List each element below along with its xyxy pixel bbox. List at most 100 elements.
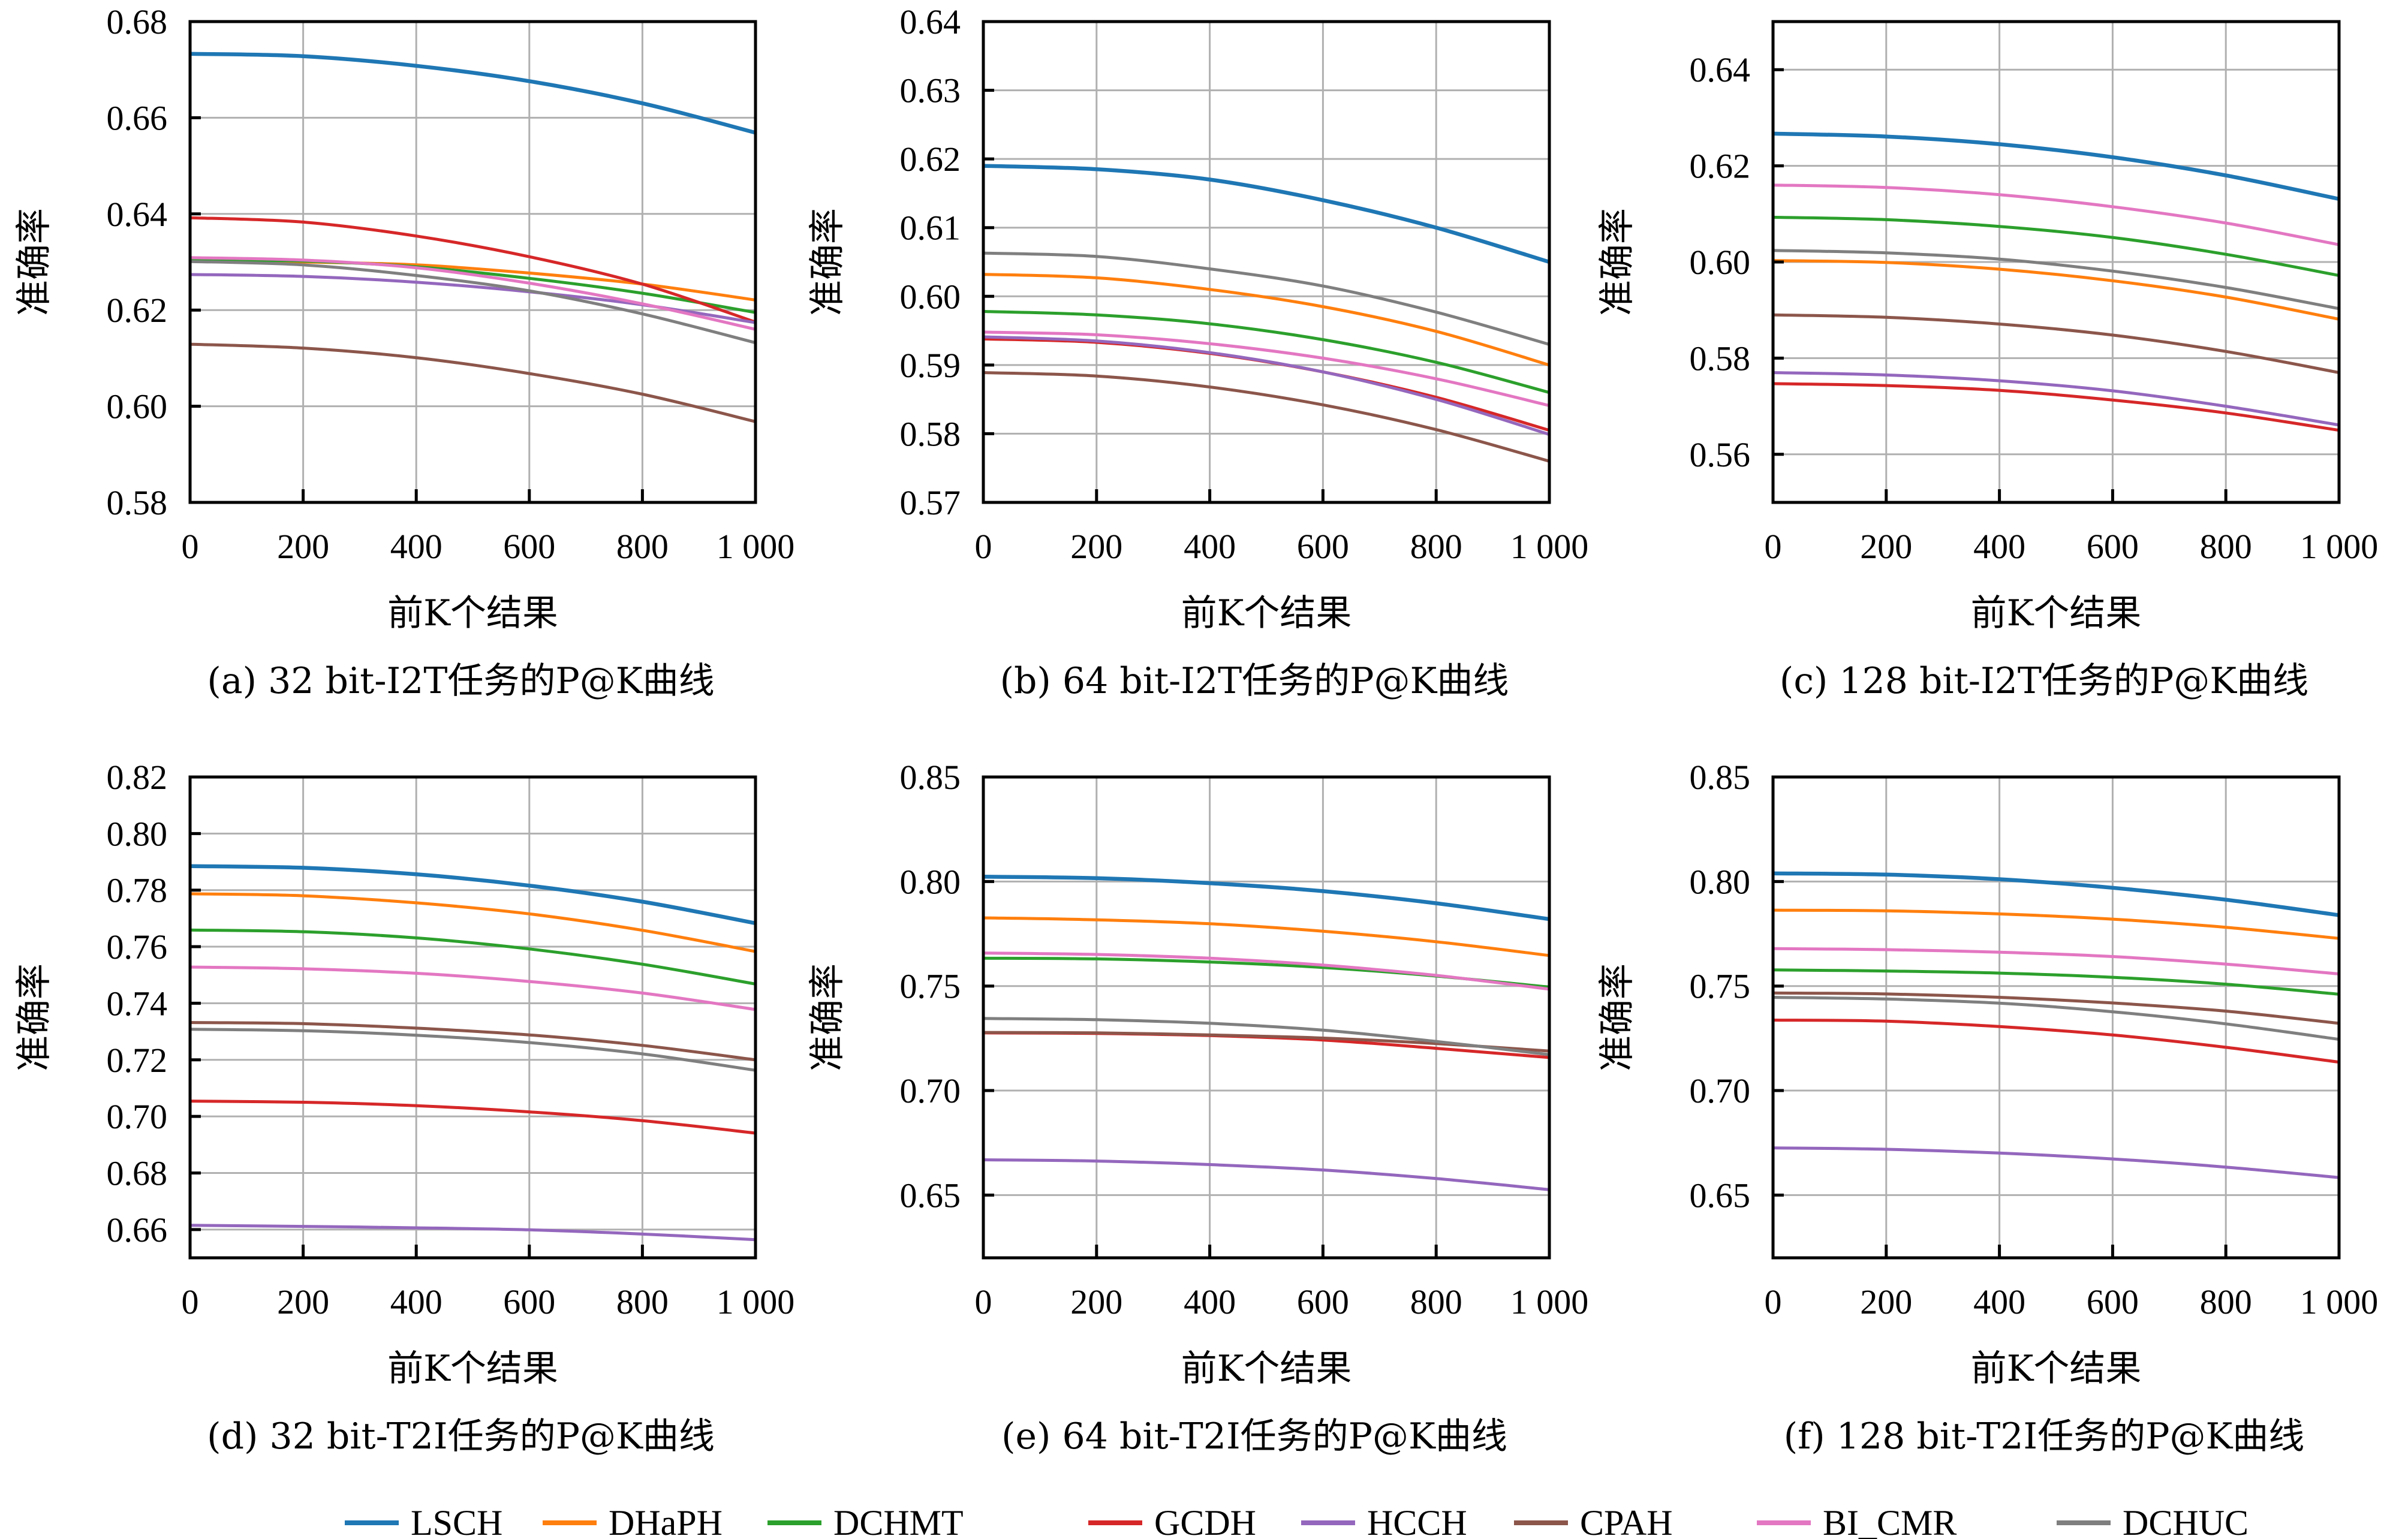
x-tick-label: 0	[1765, 1282, 1782, 1321]
legend-item-dchuc: DCHUC	[2057, 1503, 2249, 1539]
series-line-bi-cmr	[1773, 183, 2339, 246]
legend-item-lsch: LSCH	[345, 1503, 502, 1539]
y-axis: 0.56 0.58 0.60 0.62 0.64	[1690, 50, 1784, 474]
x-tick-label: 600	[503, 1282, 555, 1321]
y-tick-label: 0.68	[107, 1154, 168, 1192]
x-axis: 0 200 400 600 800 1 000	[182, 1245, 794, 1321]
legend-label: GCDH	[1154, 1503, 1256, 1539]
y-axis: 0.57 0.58 0.59 0.60 0.61 0.62 0.63 0.64	[900, 2, 994, 522]
x-axis-label: 前K个结果	[387, 592, 558, 634]
y-axis: 0.66 0.68 0.70 0.72 0.74 0.76 0.78 0.80 0.82	[107, 758, 201, 1249]
y-tick-label: 0.85	[1690, 758, 1751, 797]
x-tick-label: 200	[277, 527, 329, 566]
series-line-gcdh	[190, 216, 755, 324]
x-tick-label: 600	[1297, 1282, 1349, 1321]
y-tick-label: 0.61	[900, 209, 961, 248]
x-tick-label: 600	[2087, 1282, 2139, 1321]
x-tick-label: 800	[616, 527, 669, 566]
grid	[190, 777, 755, 1258]
y-tick-label: 0.68	[107, 2, 168, 41]
x-tick-label: 800	[2200, 1282, 2252, 1321]
grid	[1773, 777, 2339, 1258]
y-tick-label: 0.62	[107, 291, 168, 330]
plot-frame	[982, 775, 1551, 1260]
x-tick-label: 0	[1765, 527, 1782, 566]
legend-item-dhaph: DHaPH	[543, 1503, 723, 1539]
y-tick-label: 0.58	[1690, 339, 1751, 378]
panel-f: 0 200 400 600 800 1 000 0.65 0.70 0.75 0.80 0.85 准确…	[1596, 758, 2378, 1457]
series-line-hcch	[983, 335, 1549, 436]
y-tick-label: 0.58	[107, 483, 168, 522]
legend-label: CPAH	[1580, 1503, 1673, 1539]
series-line-bi-cmr	[190, 965, 755, 1011]
y-tick-label: 0.70	[1690, 1071, 1751, 1110]
y-tick-label: 0.62	[1690, 147, 1751, 186]
series-line-hcch	[983, 1158, 1549, 1191]
series-line-dhaph	[1773, 908, 2339, 940]
y-tick-label: 0.80	[900, 862, 961, 901]
y-tick-label: 0.80	[107, 814, 168, 853]
series-line-cpah	[1773, 991, 2339, 1025]
legend-item-gcdh: GCDH	[1088, 1503, 1256, 1539]
panel-a: 0 200 400 600 800 1 0000.580.600.620.640.660.…	[13, 2, 794, 702]
x-tick-label: 1 000	[2300, 527, 2379, 566]
x-tick-label: 200	[277, 1282, 329, 1321]
y-tick-label: 0.64	[900, 2, 961, 41]
y-tick-label: 0.64	[1690, 50, 1751, 89]
grid	[983, 22, 1549, 502]
y-axis: 0.65 0.70 0.75 0.80 0.85	[1690, 758, 1784, 1215]
y-tick-label: 0.65	[1690, 1176, 1751, 1215]
x-axis: 0 200 400 600 800 1 000	[1765, 489, 2379, 566]
panel-caption: (b) 64 bit-I2T任务的P@K曲线	[1000, 660, 1509, 702]
series-line-dchmt	[983, 310, 1549, 394]
x-tick-label: 800	[616, 1282, 669, 1321]
x-axis-label: 前K个结果	[1181, 1348, 1352, 1390]
legend-item-cpah: CPAH	[1514, 1503, 1673, 1539]
y-tick-label: 0.63	[900, 71, 961, 110]
series-group	[983, 164, 1549, 463]
y-axis: 0.65 0.70 0.75 0.80 0.85	[900, 758, 994, 1215]
plot-frame	[982, 20, 1551, 504]
x-axis: 0 200 400 600 800 1 000	[975, 489, 1588, 566]
y-axis-label: 准确率	[13, 208, 55, 316]
x-axis: 0 200 400 600 800 1 000	[182, 489, 794, 566]
x-tick-label: 800	[2200, 527, 2252, 566]
x-tick-label: 600	[2087, 527, 2139, 566]
series-line-dchuc	[190, 260, 755, 345]
y-tick-label: 0.74	[107, 984, 168, 1023]
x-tick-label: 800	[1410, 527, 1462, 566]
plot-frame	[188, 775, 757, 1260]
series-line-dchmt	[1773, 215, 2339, 277]
legend-label: HCCH	[1367, 1503, 1467, 1539]
y-tick-label: 0.65	[900, 1176, 961, 1215]
x-tick-label: 600	[1297, 527, 1349, 566]
panel-d: 0 200 400 600 800 1 0000.660.680.700.720.740.…	[13, 758, 794, 1457]
series-line-cpah	[983, 371, 1549, 463]
series-group	[1773, 131, 2339, 432]
panel-caption: (f) 128 bit-T2I任务的P@K曲线	[1784, 1415, 2305, 1457]
x-tick-label: 600	[503, 527, 555, 566]
panel-caption: (c) 128 bit-I2T任务的P@K曲线	[1780, 660, 2308, 702]
y-tick-label: 0.56	[1690, 435, 1751, 474]
series-group	[983, 875, 1549, 1191]
series-line-dchuc	[983, 1017, 1549, 1056]
series-line-dchuc	[190, 1028, 755, 1072]
series-line-bi-cmr	[1773, 947, 2339, 975]
y-tick-label: 0.60	[900, 277, 961, 316]
y-tick-label: 0.57	[900, 483, 961, 522]
panel-caption: (d) 32 bit-T2I任务的P@K曲线	[207, 1415, 715, 1457]
y-tick-label: 0.78	[107, 871, 168, 910]
series-line-dchmt	[1773, 968, 2339, 996]
x-tick-label: 0	[975, 527, 992, 566]
y-axis-label: 准确率	[1596, 208, 1638, 316]
series-line-lsch	[1773, 871, 2339, 917]
x-tick-label: 400	[1973, 1282, 2025, 1321]
series-line-cpah	[1773, 313, 2339, 374]
x-tick-label: 800	[1410, 1282, 1462, 1321]
x-tick-label: 200	[1860, 527, 1912, 566]
series-line-dchuc	[1773, 249, 2339, 311]
panel-caption: (a) 32 bit-I2T任务的P@K曲线	[207, 660, 714, 702]
x-axis: 0 200 400 600 800 1 000	[975, 1245, 1588, 1321]
y-tick-label: 0.82	[107, 758, 168, 797]
